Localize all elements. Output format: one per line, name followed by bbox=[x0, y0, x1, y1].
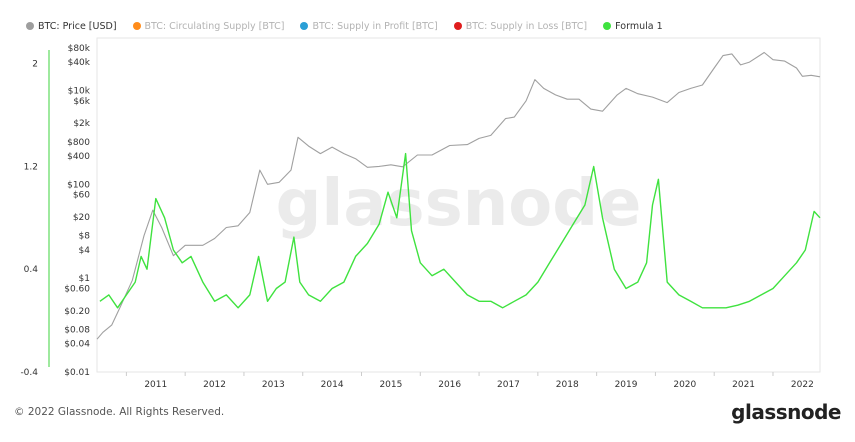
price-axis-tick-label: $2k bbox=[73, 119, 90, 129]
x-axis-tick-label: 2020 bbox=[673, 380, 696, 390]
price-axis-tick-label: $0.04 bbox=[64, 340, 90, 350]
price-axis-tick-label: $0.20 bbox=[64, 307, 90, 317]
footer-logo: glassnode bbox=[731, 400, 841, 424]
footer-copyright: © 2022 Glassnode. All Rights Reserved. bbox=[14, 406, 225, 418]
price-axis-tick-label: $8 bbox=[79, 232, 91, 242]
chart-legend: BTC: Price [USD] BTC: Circulating Supply… bbox=[26, 18, 663, 34]
left-axis-tick-label: -0.4 bbox=[20, 368, 38, 378]
price-axis-tick-label: $10k bbox=[68, 86, 91, 96]
legend-label: BTC: Price [USD] bbox=[38, 20, 117, 32]
chart-area: glassnode 2 1.2 0.4 -0.4 $80k $40k $10k$6k $2k $8… bbox=[20, 37, 821, 390]
x-axis-tick-label: 2022 bbox=[791, 380, 814, 390]
x-axis-tick-label: 2021 bbox=[732, 380, 755, 390]
watermark-text: glassnode bbox=[276, 167, 642, 241]
price-axis-tick-label: $6k bbox=[73, 97, 90, 107]
x-axis-tick-label: 2014 bbox=[321, 380, 344, 390]
price-axis-tick-label: $80k bbox=[68, 44, 91, 54]
x-axis-tick-label: 2011 bbox=[144, 380, 167, 390]
price-axis-tick-label: $4 bbox=[79, 246, 91, 256]
legend-label: Formula 1 bbox=[615, 20, 663, 32]
legend-label: BTC: Supply in Profit [BTC] bbox=[312, 20, 438, 32]
x-axis-tick-label: 2018 bbox=[556, 380, 579, 390]
x-axis-tick-label: 2012 bbox=[203, 380, 226, 390]
legend-item-supply-in-profit[interactable]: BTC: Supply in Profit [BTC] bbox=[300, 20, 438, 32]
x-axis-tick-label: 2017 bbox=[497, 380, 520, 390]
legend-item-circulating-supply[interactable]: BTC: Circulating Supply [BTC] bbox=[132, 20, 285, 32]
formula-1-line bbox=[99, 152, 821, 309]
legend-label: BTC: Supply in Loss [BTC] bbox=[465, 20, 588, 32]
legend-item-btc-price[interactable]: BTC: Price [USD] bbox=[26, 21, 117, 32]
price-axis-tick-label: $60 bbox=[73, 191, 90, 201]
price-axis-tick-label: $400 bbox=[67, 152, 90, 162]
legend-item-supply-in-loss[interactable]: BTC: Supply in Loss [BTC] bbox=[453, 20, 588, 32]
price-axis-tick-label: $0.08 bbox=[64, 326, 90, 336]
left-axis-tick-label: 2 bbox=[32, 60, 38, 70]
legend-dot-icon bbox=[453, 22, 462, 30]
x-axis-tick-label: 2019 bbox=[615, 380, 638, 390]
x-axis-tick-label: 2013 bbox=[262, 380, 285, 390]
legend-dot-icon bbox=[300, 22, 309, 30]
left-axis-tick-label: 1.2 bbox=[24, 162, 38, 172]
price-axis-tick-label: $20 bbox=[73, 213, 90, 223]
legend-dot-icon bbox=[26, 22, 34, 30]
price-axis-tick-label: $800 bbox=[67, 138, 90, 148]
price-axis-tick-label: $0.01 bbox=[64, 368, 90, 378]
price-axis-tick-label: $0.60 bbox=[64, 285, 90, 295]
x-axis-tick-label: 2016 bbox=[438, 380, 461, 390]
price-axis-tick-label: $40k bbox=[68, 58, 91, 68]
plot-frame bbox=[96, 37, 821, 373]
legend-dot-icon bbox=[603, 22, 612, 30]
price-axis-tick-label: $1 bbox=[79, 274, 90, 284]
legend-dot-icon bbox=[132, 22, 141, 30]
legend-label: BTC: Circulating Supply [BTC] bbox=[144, 20, 285, 32]
x-axis-tick-label: 2015 bbox=[379, 380, 402, 390]
left-axis-tick-label: 0.4 bbox=[24, 265, 39, 275]
btc-price-line bbox=[96, 51, 821, 340]
price-axis-tick-label: $100 bbox=[67, 180, 90, 190]
legend-item-formula-1[interactable]: Formula 1 bbox=[603, 20, 663, 32]
